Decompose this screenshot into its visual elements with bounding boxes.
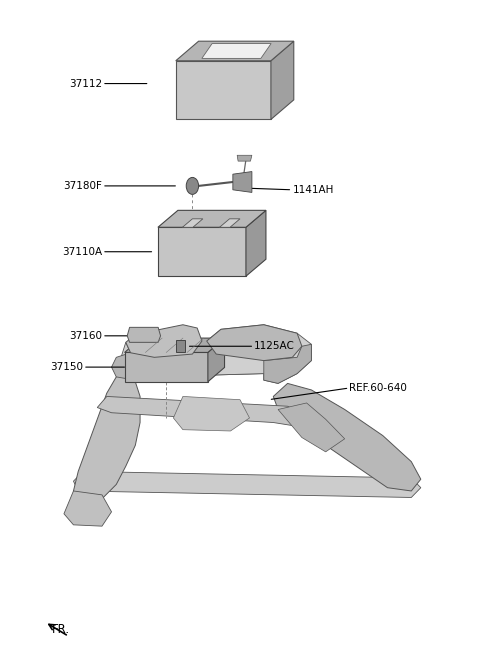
Polygon shape (271, 41, 294, 119)
Polygon shape (202, 43, 271, 58)
Polygon shape (278, 403, 345, 452)
Polygon shape (246, 211, 266, 276)
Polygon shape (158, 227, 246, 276)
Polygon shape (182, 219, 203, 227)
Polygon shape (127, 327, 160, 342)
Polygon shape (237, 155, 252, 161)
Polygon shape (158, 211, 266, 227)
Bar (176, 340, 185, 352)
Circle shape (186, 177, 199, 194)
Text: 1141AH: 1141AH (292, 185, 334, 195)
Polygon shape (264, 344, 312, 383)
Polygon shape (208, 338, 225, 382)
Polygon shape (176, 61, 271, 119)
Polygon shape (155, 341, 264, 375)
Polygon shape (176, 41, 294, 61)
Text: 37150: 37150 (50, 362, 83, 372)
Polygon shape (73, 472, 421, 497)
Polygon shape (233, 172, 252, 192)
Polygon shape (219, 219, 240, 227)
Polygon shape (121, 325, 312, 383)
Text: 37160: 37160 (69, 331, 102, 341)
Text: 37110A: 37110A (62, 247, 102, 256)
Text: FR.: FR. (52, 623, 70, 636)
Text: 1125AC: 1125AC (254, 341, 295, 351)
Polygon shape (273, 383, 421, 491)
Polygon shape (173, 396, 250, 431)
Polygon shape (73, 367, 140, 502)
Polygon shape (126, 325, 202, 358)
Text: REF.60-640: REF.60-640 (349, 383, 408, 393)
Polygon shape (207, 325, 302, 361)
Text: 37180F: 37180F (63, 181, 102, 191)
Polygon shape (97, 396, 307, 427)
Polygon shape (111, 353, 155, 380)
Polygon shape (64, 491, 111, 526)
Polygon shape (125, 352, 208, 382)
Text: 37112: 37112 (69, 79, 102, 89)
Polygon shape (125, 338, 225, 352)
